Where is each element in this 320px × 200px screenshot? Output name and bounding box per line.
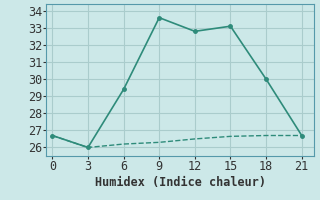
X-axis label: Humidex (Indice chaleur): Humidex (Indice chaleur) [94, 176, 266, 189]
